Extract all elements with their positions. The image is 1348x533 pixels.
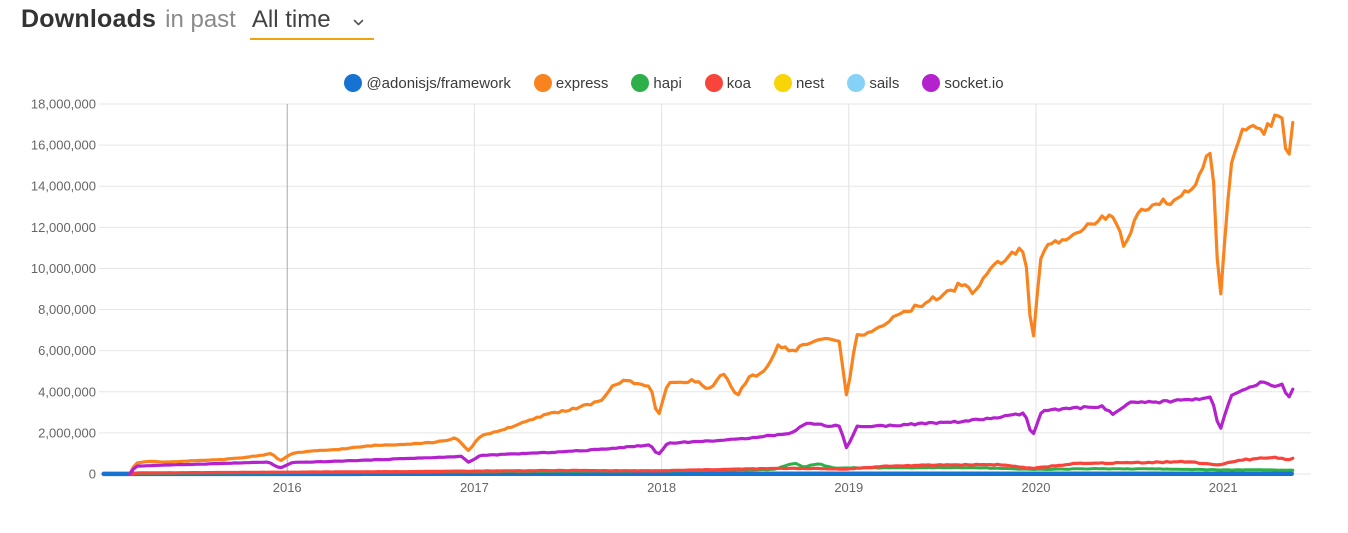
y-tick-label: 12,000,000 xyxy=(31,220,96,235)
legend-label: express xyxy=(555,74,609,92)
x-tick-label: 2018 xyxy=(647,480,676,495)
y-tick-label: 2,000,000 xyxy=(38,425,96,440)
legend-item-nest[interactable]: nest xyxy=(773,74,825,92)
legend-dot xyxy=(533,74,552,92)
y-tick-label: 18,000,000 xyxy=(31,97,96,112)
legend-dot xyxy=(631,74,650,92)
series-line-koa xyxy=(128,455,1295,476)
chart-header: Downloads in past All time xyxy=(21,5,374,40)
x-tick-label: 2020 xyxy=(1022,480,1051,495)
legend-label: sails xyxy=(869,74,900,92)
legend-item-hapi[interactable]: hapi xyxy=(631,74,682,92)
legend-label: socket.io xyxy=(944,74,1004,92)
legend-label: hapi xyxy=(653,74,682,92)
series-line-express xyxy=(128,113,1295,475)
y-tick-label: 6,000,000 xyxy=(38,343,96,358)
legend-item-sails[interactable]: sails xyxy=(847,74,899,92)
legend-label: nest xyxy=(795,74,825,92)
legend-item-express[interactable]: express xyxy=(533,74,609,92)
legend-label: @adonisjs/framework xyxy=(366,74,511,92)
chart-legend: @adonisjs/framework express hapi koa nest sai… xyxy=(0,74,1348,92)
y-tick-label: 10,000,000 xyxy=(31,261,96,276)
legend-dot xyxy=(922,74,941,92)
time-range-dropdown[interactable]: All time xyxy=(249,6,374,40)
x-tick-label: 2021 xyxy=(1209,480,1238,495)
x-tick-label: 2017 xyxy=(460,480,489,495)
time-range-value: All time xyxy=(251,6,331,33)
y-tick-label: 8,000,000 xyxy=(38,302,96,317)
title-subtext: in past xyxy=(165,6,236,33)
series-line-socket-io xyxy=(128,380,1295,476)
y-tick-label: 16,000,000 xyxy=(31,138,96,153)
page-title: Downloads xyxy=(21,5,157,33)
chevron-down-icon xyxy=(353,19,363,26)
x-tick-label: 2016 xyxy=(273,480,302,495)
y-tick-label: 4,000,000 xyxy=(38,384,96,399)
legend-label: koa xyxy=(726,74,751,92)
legend-dot xyxy=(847,74,866,92)
legend-dot xyxy=(344,74,363,92)
legend-dot xyxy=(704,74,723,92)
y-tick-label: 0 xyxy=(89,467,96,482)
legend-item-adonisjs-framework[interactable]: @adonisjs/framework xyxy=(344,74,511,92)
legend-item-koa[interactable]: koa xyxy=(704,74,751,92)
x-tick-label: 2019 xyxy=(834,480,863,495)
legend-dot xyxy=(773,74,792,92)
legend-item-socket-io[interactable]: socket.io xyxy=(922,74,1004,92)
y-tick-label: 14,000,000 xyxy=(31,179,96,194)
